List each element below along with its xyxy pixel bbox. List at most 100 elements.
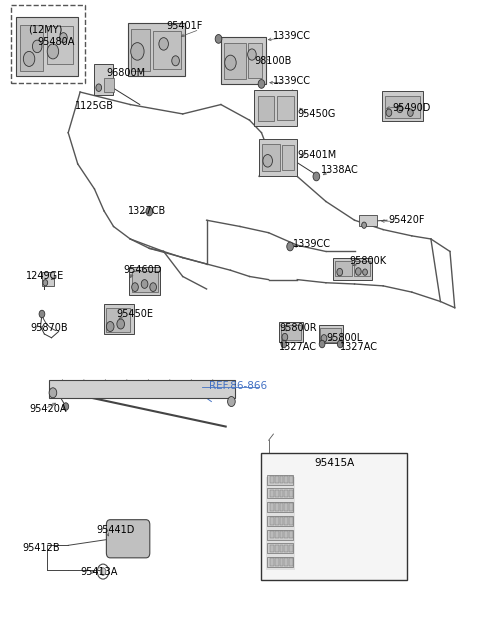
Circle shape bbox=[49, 387, 57, 398]
Text: 95800L: 95800L bbox=[326, 333, 362, 343]
FancyBboxPatch shape bbox=[279, 322, 303, 342]
Text: 1339CC: 1339CC bbox=[292, 239, 331, 249]
Text: 95412B: 95412B bbox=[23, 543, 60, 553]
FancyBboxPatch shape bbox=[254, 90, 297, 126]
Circle shape bbox=[172, 56, 180, 66]
FancyBboxPatch shape bbox=[47, 26, 73, 64]
FancyBboxPatch shape bbox=[267, 529, 293, 539]
Text: 95413A: 95413A bbox=[80, 566, 118, 577]
FancyBboxPatch shape bbox=[360, 215, 377, 227]
FancyBboxPatch shape bbox=[270, 531, 274, 538]
FancyBboxPatch shape bbox=[259, 139, 297, 176]
Circle shape bbox=[33, 40, 42, 53]
FancyBboxPatch shape bbox=[270, 544, 274, 552]
FancyBboxPatch shape bbox=[275, 504, 279, 511]
FancyBboxPatch shape bbox=[136, 534, 142, 545]
Circle shape bbox=[248, 49, 256, 60]
Circle shape bbox=[337, 340, 343, 348]
FancyBboxPatch shape bbox=[132, 271, 158, 292]
FancyBboxPatch shape bbox=[280, 504, 283, 511]
FancyBboxPatch shape bbox=[262, 144, 280, 171]
Circle shape bbox=[386, 109, 392, 116]
FancyBboxPatch shape bbox=[280, 558, 283, 566]
FancyBboxPatch shape bbox=[267, 516, 293, 526]
Text: 95401M: 95401M bbox=[297, 149, 336, 160]
FancyBboxPatch shape bbox=[153, 31, 181, 69]
FancyBboxPatch shape bbox=[280, 531, 283, 538]
FancyBboxPatch shape bbox=[221, 37, 266, 84]
FancyBboxPatch shape bbox=[289, 517, 293, 525]
FancyBboxPatch shape bbox=[354, 261, 370, 276]
FancyBboxPatch shape bbox=[248, 43, 263, 78]
FancyBboxPatch shape bbox=[267, 475, 293, 485]
Text: 1327AC: 1327AC bbox=[340, 342, 378, 352]
Circle shape bbox=[287, 242, 293, 251]
FancyBboxPatch shape bbox=[267, 489, 293, 499]
Text: 95800K: 95800K bbox=[350, 256, 387, 266]
Circle shape bbox=[96, 84, 102, 92]
Circle shape bbox=[131, 43, 144, 60]
Circle shape bbox=[258, 80, 265, 89]
Text: (12MY): (12MY) bbox=[28, 24, 62, 35]
Text: 95870B: 95870B bbox=[30, 323, 68, 333]
Circle shape bbox=[313, 172, 320, 181]
FancyBboxPatch shape bbox=[384, 96, 420, 118]
FancyBboxPatch shape bbox=[270, 504, 274, 511]
FancyBboxPatch shape bbox=[319, 325, 343, 344]
FancyBboxPatch shape bbox=[121, 534, 127, 545]
FancyBboxPatch shape bbox=[289, 544, 293, 552]
FancyBboxPatch shape bbox=[275, 490, 279, 497]
FancyBboxPatch shape bbox=[129, 267, 160, 295]
FancyBboxPatch shape bbox=[284, 517, 288, 525]
Text: 1327CB: 1327CB bbox=[128, 206, 166, 216]
Circle shape bbox=[107, 322, 114, 332]
Circle shape bbox=[215, 35, 222, 43]
FancyBboxPatch shape bbox=[258, 97, 275, 121]
FancyBboxPatch shape bbox=[275, 558, 279, 566]
FancyBboxPatch shape bbox=[42, 272, 54, 286]
Text: 1338AC: 1338AC bbox=[321, 165, 359, 175]
Text: 1249GE: 1249GE bbox=[26, 271, 64, 281]
FancyBboxPatch shape bbox=[280, 490, 283, 497]
Circle shape bbox=[100, 568, 106, 575]
FancyBboxPatch shape bbox=[267, 543, 293, 553]
Circle shape bbox=[321, 335, 327, 342]
Text: 95450G: 95450G bbox=[297, 109, 336, 119]
FancyBboxPatch shape bbox=[104, 78, 114, 92]
Text: 98100B: 98100B bbox=[254, 56, 292, 66]
FancyBboxPatch shape bbox=[320, 328, 341, 342]
FancyBboxPatch shape bbox=[129, 534, 134, 545]
Circle shape bbox=[356, 268, 361, 275]
Circle shape bbox=[24, 51, 35, 67]
FancyBboxPatch shape bbox=[277, 97, 294, 120]
Circle shape bbox=[47, 44, 59, 59]
Text: 95415A: 95415A bbox=[314, 458, 354, 468]
FancyBboxPatch shape bbox=[284, 531, 288, 538]
Circle shape bbox=[63, 403, 69, 410]
Circle shape bbox=[319, 340, 325, 348]
FancyBboxPatch shape bbox=[49, 380, 235, 398]
Circle shape bbox=[146, 207, 153, 216]
FancyBboxPatch shape bbox=[95, 64, 113, 95]
Circle shape bbox=[408, 109, 413, 116]
FancyBboxPatch shape bbox=[266, 477, 295, 570]
Circle shape bbox=[39, 310, 45, 318]
FancyBboxPatch shape bbox=[114, 534, 119, 545]
Circle shape bbox=[263, 154, 273, 167]
Text: 95480A: 95480A bbox=[37, 37, 74, 47]
Circle shape bbox=[281, 340, 287, 348]
FancyBboxPatch shape bbox=[16, 17, 78, 77]
FancyBboxPatch shape bbox=[275, 476, 279, 484]
Text: 1339CC: 1339CC bbox=[274, 77, 312, 87]
Text: 96800M: 96800M bbox=[107, 68, 145, 78]
Circle shape bbox=[225, 55, 236, 70]
Circle shape bbox=[228, 396, 235, 406]
FancyBboxPatch shape bbox=[270, 476, 274, 484]
FancyBboxPatch shape bbox=[104, 304, 133, 334]
Circle shape bbox=[159, 38, 168, 50]
Circle shape bbox=[282, 333, 288, 341]
FancyBboxPatch shape bbox=[270, 517, 274, 525]
FancyBboxPatch shape bbox=[289, 558, 293, 566]
FancyBboxPatch shape bbox=[289, 476, 293, 484]
Text: 95441D: 95441D bbox=[97, 525, 135, 534]
